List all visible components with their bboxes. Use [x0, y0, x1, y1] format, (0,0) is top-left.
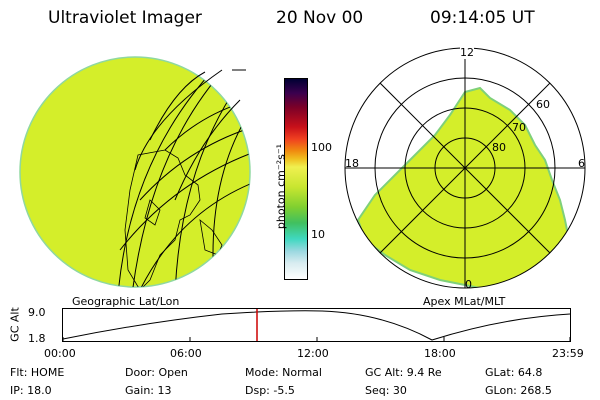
info-gain: Gain: 13: [125, 384, 172, 397]
info-door: Door: Open: [125, 366, 188, 379]
altitude-plot: [62, 308, 571, 342]
altitude-ylabel: GC Alt: [8, 307, 22, 342]
geographic-map: [19, 56, 251, 288]
altitude-xtick-0: 00:00: [44, 347, 76, 360]
colorbar: [284, 78, 308, 280]
colorbar-tick-10: 10: [311, 228, 325, 241]
lat-label-70: 70: [512, 121, 526, 134]
info-dsp: Dsp: -5.5: [245, 384, 295, 397]
aurora-image-geo: [19, 56, 251, 288]
time-label: 09:14:05 UT: [430, 8, 535, 28]
info-gc-alt: GC Alt: 9.4 Re: [365, 366, 442, 379]
info-flt: Flt: HOME: [10, 366, 65, 379]
lat-label-80: 80: [492, 141, 506, 154]
info-ip: IP: 18.0: [10, 384, 52, 397]
info-mode: Mode: Normal: [245, 366, 322, 379]
instrument-title: Ultraviolet Imager: [48, 8, 202, 28]
altitude-ytick-bottom: 1.8: [28, 332, 46, 345]
date-label: 20 Nov 00: [276, 8, 364, 28]
info-glon: GLon: 268.5: [485, 384, 552, 397]
polar-panel-label: Apex MLat/MLT: [423, 295, 506, 308]
altitude-ytick-top: 9.0: [28, 306, 46, 319]
geo-panel-label: Geographic Lat/Lon: [72, 295, 180, 308]
mlt-label-6: 6: [578, 157, 585, 170]
altitude-xtick-1: 06:00: [170, 347, 202, 360]
mlt-label-12: 12: [460, 46, 474, 59]
altitude-curve: [62, 310, 571, 341]
altitude-xtick-4: 23:59: [552, 347, 584, 360]
info-seq: Seq: 30: [365, 384, 407, 397]
altitude-xtick-3: 18:00: [424, 347, 456, 360]
info-glat: GLat: 64.8: [485, 366, 543, 379]
colorbar-unit-label: photon cm⁻²s⁻¹: [274, 143, 288, 230]
colorbar-tick-100: 100: [311, 141, 332, 154]
mlt-label-18: 18: [345, 157, 359, 170]
altitude-xtick-2: 12:00: [297, 347, 329, 360]
lat-label-60: 60: [536, 98, 550, 111]
polar-plot: [344, 47, 586, 289]
aurora-image-polar: [356, 86, 585, 288]
mlt-label-0: 0: [465, 278, 472, 291]
